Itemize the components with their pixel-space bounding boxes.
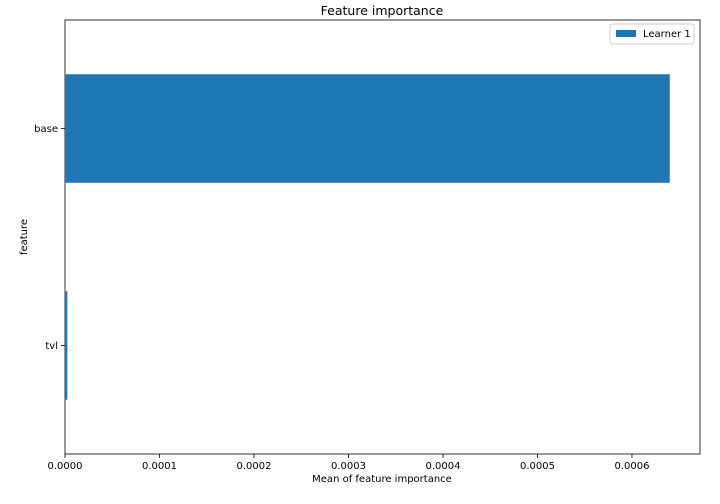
- legend-swatch: [616, 30, 636, 37]
- x-tick-label: 0.0003: [331, 461, 366, 472]
- plot-area: base tvl 0.0000 0.0001 0.0002 0.0003 0.0004 0.0…: [34, 19, 701, 472]
- y-axis-label: feature: [19, 219, 30, 255]
- x-tick-label: 0.0006: [614, 461, 649, 472]
- bar-base: [65, 74, 670, 183]
- chart-title: Feature importance: [321, 3, 444, 18]
- x-axis-label: Mean of feature importance: [312, 474, 452, 485]
- legend-box: [609, 23, 695, 45]
- x-tick-label: 0.0004: [425, 461, 460, 472]
- bar-tvl: [65, 291, 68, 400]
- x-tick-label: 0.0000: [48, 461, 83, 472]
- x-tick-label: 0.0001: [142, 461, 177, 472]
- y-tick-label-base: base: [34, 124, 58, 135]
- y-tick-label-tvl: tvl: [45, 341, 58, 352]
- legend: Learner 1: [609, 23, 695, 45]
- x-tick-label: 0.0002: [236, 461, 271, 472]
- x-tick-label: 0.0005: [520, 461, 555, 472]
- plot-frame: [64, 19, 701, 455]
- legend-entry-learner-1: Learner 1: [643, 29, 691, 40]
